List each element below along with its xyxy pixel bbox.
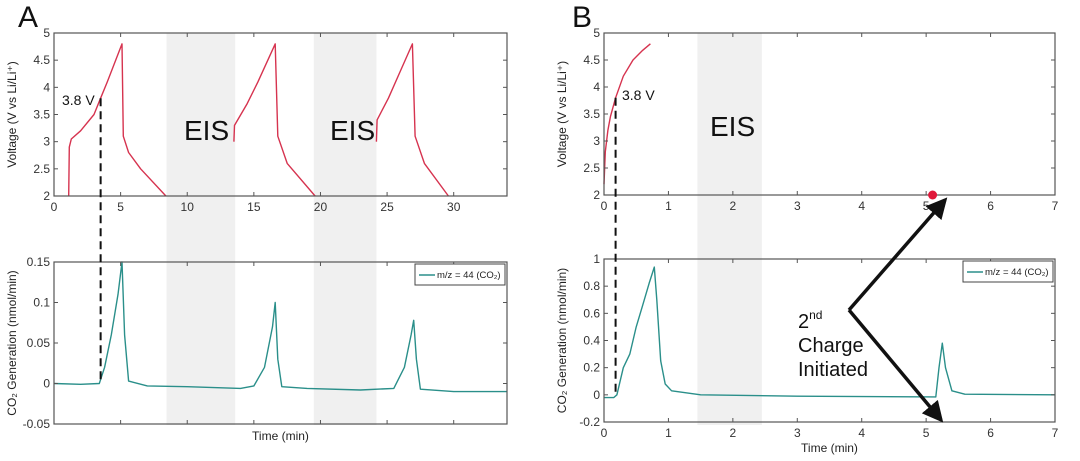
x-tick-label: 4 xyxy=(858,199,865,213)
y-tick-label: 2.5 xyxy=(33,162,50,176)
x-tick-label: 5 xyxy=(923,426,930,440)
y-tick-label: 5 xyxy=(43,26,50,40)
x-tick-label: 2 xyxy=(730,199,737,213)
x-tick-label: 1 xyxy=(665,426,672,440)
legend-box xyxy=(414,263,506,286)
y-tick-label: 2.5 xyxy=(583,161,600,175)
y-tick-label: 4 xyxy=(43,80,50,94)
series-line xyxy=(604,266,1056,399)
eis-shaded-region xyxy=(697,33,762,425)
subplot-a-bottom: -0.05 0 0.05 0.1 0.15 CO₂ Generation (nmol/mi… xyxy=(5,255,508,443)
series-line xyxy=(375,43,449,197)
x-tick-label: 0 xyxy=(51,200,58,214)
plot-frame xyxy=(53,261,508,425)
arrow-to-voltage-point xyxy=(847,197,948,312)
voltage-marker-label-b: 3.8 V xyxy=(622,87,655,103)
eis-label-3: EIS xyxy=(710,111,755,142)
x-tick-label: 7 xyxy=(1052,426,1059,440)
eis-shaded-region xyxy=(313,33,377,425)
eis-label-2: EIS xyxy=(330,115,375,146)
charge-annotation: 2nd Charge Initiated xyxy=(798,308,868,381)
y-tick-label: 0 xyxy=(43,377,50,391)
x-tick-label: 15 xyxy=(247,200,261,214)
eis-shaded-region xyxy=(166,33,236,425)
y-tick-label: 4.5 xyxy=(33,53,50,67)
legend-label: m/z = 44 (CO₂) xyxy=(437,270,501,281)
voltage-marker-label-a: 3.8 V xyxy=(62,92,95,108)
x-tick-label: 5 xyxy=(923,199,930,213)
y-tick-label: 3.5 xyxy=(583,107,600,121)
x-tick-label: 6 xyxy=(987,426,994,440)
subplot-b-top: 2 2.5 3 3.5 4 4.5 5 0 1 2 3 4 5 6 7 Voltage (V vs Li/Li… xyxy=(555,26,1059,213)
svg-text:2nd: 2nd xyxy=(798,308,822,333)
x-tick-label: 3 xyxy=(794,426,801,440)
y-tick-label: -0.05 xyxy=(23,417,51,431)
plot-frame xyxy=(603,32,1056,196)
eis-label-1: EIS xyxy=(184,115,229,146)
series-line xyxy=(603,43,651,185)
x-tick-label: 0 xyxy=(601,199,608,213)
x-tick-label: 0 xyxy=(601,426,608,440)
legend: m/z = 44 (CO₂) xyxy=(962,260,1054,283)
x-axis-label: Time (min) xyxy=(252,429,309,443)
x-tick-label: 4 xyxy=(858,426,865,440)
legend: m/z = 44 (CO₂) xyxy=(414,263,506,286)
y-tick-label: 0.15 xyxy=(27,255,51,269)
legend-box xyxy=(962,260,1054,283)
y-tick-label: 3 xyxy=(43,135,50,149)
y-tick-label: 1 xyxy=(593,252,600,266)
y-tick-label: 3 xyxy=(593,134,600,148)
x-tick-label: 6 xyxy=(987,199,994,213)
y-axis-label: Voltage (V vs Li/Li⁺) xyxy=(5,61,19,167)
y-axis-label: Voltage (V vs Li/Li⁺) xyxy=(555,61,569,167)
y-tick-label: -0.2 xyxy=(579,415,600,429)
y-tick-label: 3.5 xyxy=(33,108,50,122)
y-tick-label: 0.6 xyxy=(583,306,600,320)
y-tick-label: 0 xyxy=(593,388,600,402)
arrow-to-co2-axis xyxy=(847,308,944,423)
x-tick-label: 25 xyxy=(380,200,394,214)
series-line xyxy=(68,43,167,197)
annotation-line-initiated: Initiated xyxy=(798,359,868,381)
x-tick-label: 3 xyxy=(794,199,801,213)
y-tick-label: 2 xyxy=(43,189,50,203)
panel-label-a: A xyxy=(18,1,38,34)
x-tick-label: 7 xyxy=(1052,199,1059,213)
x-axis-label: Time (min) xyxy=(801,441,858,455)
x-tick-label: 10 xyxy=(181,200,195,214)
panel-label-b: B xyxy=(572,1,592,34)
x-tick-label: 5 xyxy=(117,200,124,214)
annotation-ordinal-suffix: nd xyxy=(809,308,822,322)
x-tick-label: 30 xyxy=(447,200,461,214)
annotation-ordinal: 2 xyxy=(798,311,809,333)
data-point xyxy=(928,190,938,200)
y-axis-label: CO₂ Generation (nmol/min) xyxy=(5,270,19,415)
y-tick-label: 4.5 xyxy=(583,53,600,67)
annotation-line-charge: Charge xyxy=(798,335,864,357)
series-line xyxy=(233,43,316,197)
y-tick-label: 2 xyxy=(593,188,600,202)
y-tick-label: 0.05 xyxy=(27,336,51,350)
subplot-a-top: 2 2.5 3 3.5 4 4.5 5 0 5 10 15 20 25 30 Voltage (V vs L… xyxy=(5,26,508,214)
series-line xyxy=(53,261,507,393)
y-tick-label: 0.2 xyxy=(583,361,600,375)
y-axis-label: CO₂ Generation (nmol/min) xyxy=(555,268,569,413)
y-tick-label: 0.1 xyxy=(33,296,50,310)
x-tick-label: 20 xyxy=(314,200,328,214)
y-tick-label: 5 xyxy=(593,26,600,40)
y-tick-label: 4 xyxy=(593,80,600,94)
legend-label: m/z = 44 (CO₂) xyxy=(985,267,1049,278)
y-tick-label: 0.4 xyxy=(583,334,600,348)
y-tick-label: 0.8 xyxy=(583,279,600,293)
x-tick-label: 1 xyxy=(665,199,672,213)
x-tick-label: 2 xyxy=(730,426,737,440)
